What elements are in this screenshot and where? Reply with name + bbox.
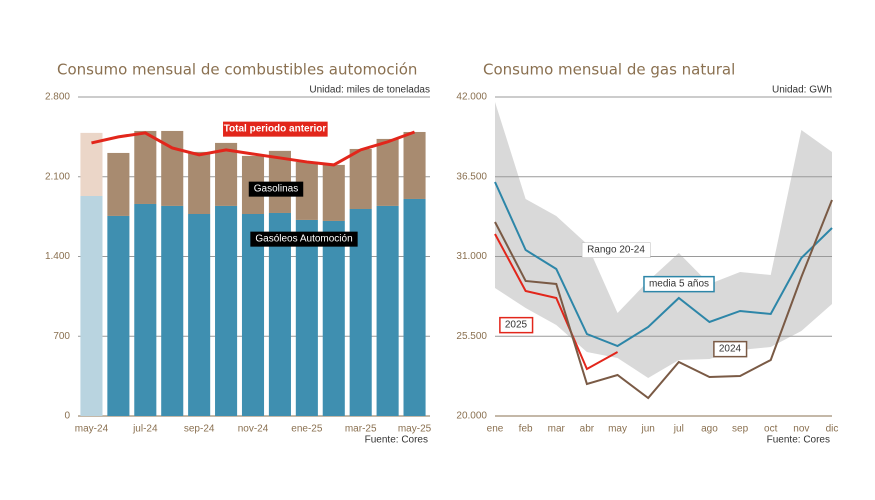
bar-segment [161, 205, 184, 416]
bar-segment [295, 219, 318, 416]
x-tick-label: jul [673, 424, 684, 435]
series-label: 2024 [719, 344, 742, 355]
label-box [248, 181, 304, 197]
y-tick-label: 1.400 [45, 251, 70, 262]
bar-segment [241, 214, 265, 416]
x-tick-label: abr [580, 424, 595, 435]
bar-segment [107, 152, 130, 216]
bar-segment [349, 148, 372, 209]
source-note: Fuente: Cores [365, 435, 428, 446]
bar-segment [268, 212, 291, 416]
label-box [643, 275, 715, 293]
x-tick-label: ago [701, 424, 718, 435]
x-tick-label: jun [641, 424, 655, 435]
label-box [713, 340, 748, 358]
bar-segment [215, 205, 238, 416]
label-box [499, 316, 534, 334]
bar-segment [80, 196, 103, 416]
bar-segment [80, 132, 103, 197]
source-note: Fuente: Cores [767, 435, 830, 446]
y-tick-label: 36.500 [456, 171, 487, 182]
x-tick-label: mar-25 [345, 424, 377, 435]
series-label: Gasolinas [254, 184, 298, 195]
series-label: Total periodo anterior [224, 124, 327, 135]
bar-segment [403, 198, 426, 416]
series-line [494, 199, 833, 400]
label-box [250, 231, 358, 247]
x-tick-label: jul-24 [132, 424, 158, 435]
chart-title: Consumo mensual de gas natural [483, 61, 735, 79]
x-tick-label: may [608, 424, 627, 435]
y-tick-label: 42.000 [456, 92, 487, 103]
bar-segment [322, 220, 345, 416]
x-tick-label: sep [732, 424, 749, 435]
bar-segment [295, 161, 318, 220]
bar-segment [376, 138, 399, 206]
bar-segment [403, 131, 426, 199]
label-box [581, 242, 651, 258]
series-label: media 5 años [649, 279, 709, 290]
x-tick-label: oct [764, 424, 778, 435]
y-tick-label: 25.500 [456, 331, 487, 342]
series-label: Gasóleos Automoción [255, 234, 352, 245]
bar-segment [188, 214, 211, 416]
label-box [223, 121, 328, 137]
x-tick-label: mar [548, 424, 566, 435]
y-tick-label: 20.000 [456, 411, 487, 422]
bar-segment [134, 203, 157, 416]
bar-segment [188, 151, 211, 215]
range-area [495, 101, 832, 378]
x-tick-label: feb [519, 424, 533, 435]
bar-segment [322, 164, 345, 221]
y-tick-label: 2.100 [45, 171, 70, 182]
bar-segment [215, 142, 238, 206]
x-tick-label: may-25 [398, 424, 432, 435]
y-tick-label: 0 [64, 411, 70, 422]
y-tick-label: 2.800 [45, 92, 70, 103]
bar-segment [134, 130, 157, 204]
unit-note: Unidad: miles de toneladas [309, 85, 430, 96]
x-tick-label: nov-24 [238, 424, 269, 435]
unit-note: Unidad: GWh [772, 85, 832, 96]
x-tick-label: dic [826, 424, 839, 435]
bar-segment [376, 205, 399, 416]
x-tick-label: ene-25 [291, 424, 323, 435]
y-tick-label: 700 [53, 331, 70, 342]
x-tick-label: ene [487, 424, 504, 435]
y-tick-label: 31.000 [456, 251, 487, 262]
series-label: 2025 [505, 320, 528, 331]
x-tick-label: nov [793, 424, 809, 435]
series-line [494, 233, 619, 371]
x-tick-label: sep-24 [184, 424, 215, 435]
series-line [91, 130, 416, 167]
series-label: Rango 20-24 [587, 245, 645, 256]
series-line [494, 181, 833, 348]
chart-title: Consumo mensual de combustibles automoci… [57, 61, 417, 79]
bar-segment [349, 208, 372, 416]
bar-segment [107, 215, 130, 416]
x-tick-label: may-24 [75, 424, 109, 435]
